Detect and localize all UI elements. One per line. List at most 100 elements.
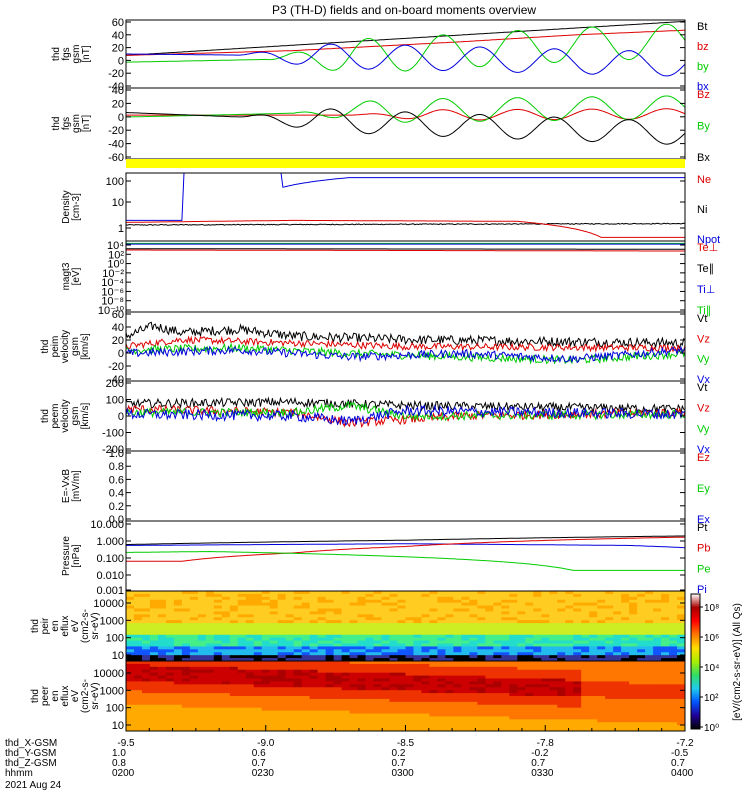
legend-Vx: Vx: [697, 444, 710, 456]
y-tick-label: 0.010: [96, 570, 124, 582]
y-axis-label: peer: [40, 685, 51, 706]
legend-bz: bz: [697, 41, 709, 53]
y-tick-label: 20: [112, 335, 124, 347]
y-tick-label: 100: [106, 633, 124, 645]
legend-Vy: Vy: [697, 354, 710, 366]
y-tick-label: 60: [112, 309, 124, 321]
y-axis-label: [cm-3]: [71, 193, 82, 221]
y-tick-label: 1000: [100, 685, 124, 697]
x-row-value: -7.8: [537, 738, 555, 749]
series-Te⊥: [126, 249, 685, 252]
series-Vt: [126, 396, 685, 415]
x-row-value: 0300: [392, 768, 415, 779]
legend-Ni: Ni: [697, 204, 707, 216]
series-group-2: [126, 173, 685, 238]
y-tick-label: 0.4: [109, 488, 124, 500]
panel-8: 10000 1000 100 10 thd peir en eflux eV (cm2-s-sr-…: [30, 590, 686, 662]
series-Bz: [126, 108, 685, 121]
y-tick-label: 40: [112, 30, 124, 42]
colorbar-tick: 10⁶: [704, 633, 719, 644]
x-row-value: 1.0: [112, 748, 126, 759]
y-axis-label: Density: [61, 190, 72, 223]
y-axis-label: fgs: [61, 47, 72, 60]
panel-frame: [125, 450, 686, 522]
y-axis-label: [km/s]: [80, 402, 91, 429]
panel-frame: [125, 87, 686, 160]
colorbar-tick: 10⁸: [704, 603, 719, 614]
y-tick-label: 10⁻¹⁰: [98, 305, 125, 317]
x-row-value: -0.5: [671, 748, 689, 759]
y-axis-label: gsm: [71, 45, 82, 64]
panel-frame: [125, 520, 686, 592]
x-row-value: -7.2: [676, 738, 694, 749]
legend-Pb: Pb: [697, 543, 710, 555]
colorbar-tick: 10⁴: [704, 663, 719, 674]
y-tick-label: 0: [118, 411, 124, 423]
y-tick-label: 10⁻²: [102, 268, 124, 280]
y-tick-label: 0.100: [96, 553, 124, 565]
legend-Ey: Ey: [697, 483, 710, 495]
y-axis-label: Pressure: [61, 536, 72, 576]
series-By: [126, 95, 685, 123]
y-axis-label: eflux: [60, 615, 71, 636]
y-axis-label: thd: [40, 409, 51, 423]
y-tick-label: 20: [112, 98, 124, 110]
legend-Ne: Ne: [697, 174, 711, 186]
y-tick-label: 10000: [93, 598, 124, 610]
legend-Ti⊥: Ti⊥: [697, 284, 715, 296]
series-group-1: [126, 95, 685, 145]
y-axis-label: [eV]: [71, 267, 82, 285]
y-tick-label: 100: [106, 395, 124, 407]
y-tick-label: 0.6: [109, 474, 124, 486]
legend-bx: bx: [697, 81, 709, 93]
x-row-value: 0330: [531, 768, 554, 779]
x-row-value: -9.0: [257, 738, 275, 749]
y-axis-label: sr-eV): [90, 612, 101, 639]
y-tick-label: -40: [108, 374, 124, 386]
legend-by: by: [697, 61, 709, 73]
series-Ne: [126, 219, 685, 238]
y-axis-label: [nPa]: [71, 544, 82, 568]
legend-Vt: Vt: [697, 382, 707, 394]
y-axis-label: [mV/m]: [71, 470, 82, 502]
series-Vx: [126, 404, 685, 426]
series-group-7: [126, 535, 685, 571]
y-axis-label: thd: [51, 47, 62, 61]
legend-Ti∥: Ti∥: [697, 305, 711, 317]
x-row-value: 0.7: [392, 758, 406, 769]
legend-Ex: Ex: [697, 514, 710, 526]
panel-6: 1.00.80.6 0.40.20.0 E=-VxB [mV/m] Ez Ey Ex: [61, 448, 710, 526]
panel-5: 200 100 0 -100 -200 thd peem velocity gsm [km/s] V…: [40, 378, 710, 456]
y-axis-label: gsm: [70, 337, 81, 356]
series-bz: [126, 29, 685, 56]
y-axis-label: gsm: [70, 407, 81, 426]
y-axis-label: gsm: [71, 114, 82, 133]
y-axis-label: eflux: [60, 685, 71, 706]
y-tick-label: -100: [102, 428, 124, 440]
y-tick-label: -200: [102, 444, 124, 456]
x-row-value: 0.7: [531, 758, 545, 769]
series-bx: [126, 43, 685, 77]
legend-Pi: Pi: [697, 584, 707, 596]
y-axis-label: peim: [50, 336, 61, 358]
x-row-value: 0.2: [392, 748, 406, 759]
y-tick-label: -40: [108, 81, 124, 93]
colorbar-tick: 10²: [704, 693, 719, 704]
y-tick-label: 1.000: [96, 536, 124, 548]
series-Vz: [126, 335, 685, 353]
y-tick-label: 10: [112, 650, 124, 662]
panel-2: 100 10 1 Density [cm-3] Ne Ni Npot: [61, 172, 720, 246]
x-row-value: -9.5: [117, 738, 135, 749]
spectrogram-8: [126, 591, 685, 661]
y-axis-label: thd: [40, 340, 51, 354]
y-tick-label: 10000: [93, 668, 124, 680]
y-axis-label: peem: [50, 403, 61, 428]
panel-9: 10000 1000 100 10 thd peer en eflux eV (cm2-s-sr-…: [30, 660, 686, 732]
x-row-value: 0.6: [252, 748, 266, 759]
y-axis-label: [km/s]: [80, 333, 91, 360]
x-row-label: hhmm: [5, 768, 33, 779]
